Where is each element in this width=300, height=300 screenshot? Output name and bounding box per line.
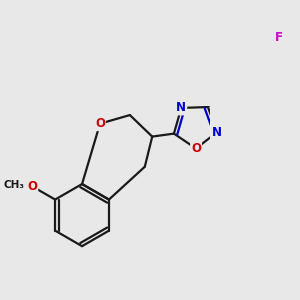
Text: O: O — [27, 180, 37, 193]
Text: N: N — [176, 101, 186, 115]
Text: N: N — [212, 126, 222, 139]
Text: O: O — [191, 142, 201, 155]
Text: F: F — [274, 31, 283, 44]
Text: CH₃: CH₃ — [4, 180, 25, 190]
Text: O: O — [95, 117, 105, 130]
